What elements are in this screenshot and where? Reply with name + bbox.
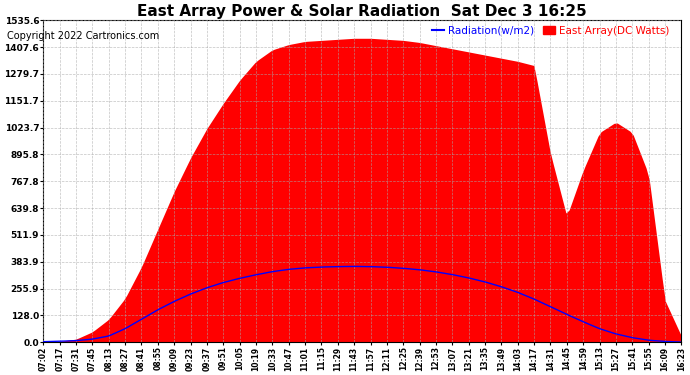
Legend: Radiation(w/m2), East Array(DC Watts): Radiation(w/m2), East Array(DC Watts) (431, 26, 670, 36)
Text: Copyright 2022 Cartronics.com: Copyright 2022 Cartronics.com (7, 32, 159, 41)
Title: East Array Power & Solar Radiation  Sat Dec 3 16:25: East Array Power & Solar Radiation Sat D… (137, 4, 587, 19)
